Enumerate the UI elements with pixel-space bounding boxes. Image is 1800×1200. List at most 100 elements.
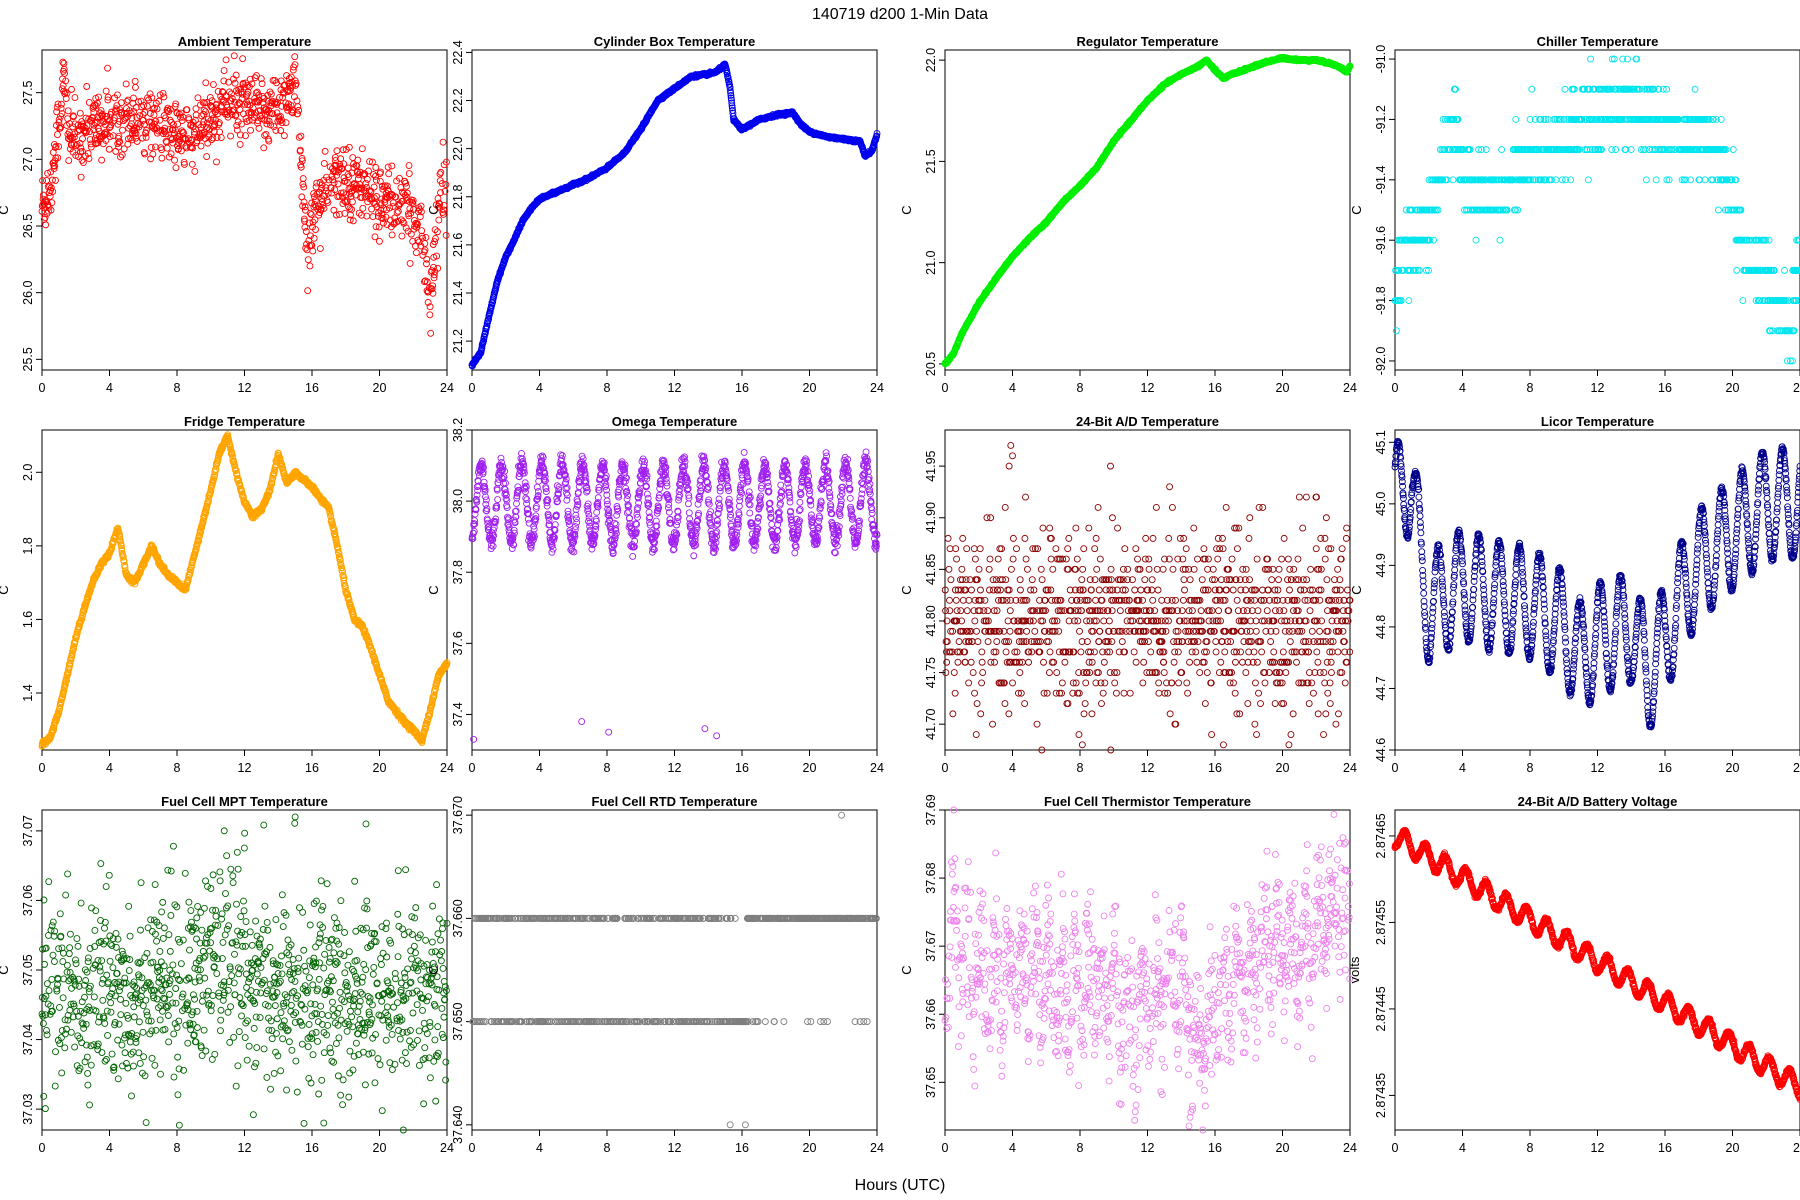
data-point	[50, 162, 58, 170]
data-point	[301, 206, 309, 214]
data-point	[304, 256, 312, 264]
chart-panel-4: Chiller Temperature04812162024-92.0-91.8…	[1349, 34, 1800, 395]
data-point	[213, 158, 220, 166]
data-point	[133, 138, 141, 145]
data-point	[150, 111, 158, 119]
data-point	[320, 204, 328, 212]
data-point	[118, 151, 126, 159]
data-point	[330, 179, 338, 187]
data-point	[143, 102, 151, 110]
data-point	[372, 164, 380, 171]
x-tick-label: 16	[1658, 381, 1672, 395]
data-point	[225, 78, 233, 86]
y-tick-label: 22.0	[451, 136, 465, 160]
data-point	[158, 154, 166, 162]
data-point	[140, 102, 148, 109]
data-point	[81, 124, 89, 132]
data-point	[79, 123, 87, 130]
data-point	[324, 198, 332, 206]
chart-title: Ambient Temperature	[178, 34, 311, 49]
data-point	[142, 126, 150, 134]
data-point	[52, 176, 59, 184]
data-point	[309, 247, 317, 255]
data-point	[152, 117, 160, 125]
data-point	[300, 198, 308, 206]
data-point	[267, 121, 274, 129]
data-point	[209, 81, 217, 88]
data-point	[282, 99, 290, 107]
data-point	[87, 143, 95, 151]
data-point	[1707, 176, 1715, 184]
data-point	[1691, 85, 1699, 93]
data-point	[49, 188, 57, 196]
y-tick-label: 27.5	[21, 80, 35, 104]
data-point	[131, 126, 139, 134]
data-point	[178, 127, 186, 135]
y-tick-label: 27.0	[21, 147, 35, 171]
data-point	[358, 194, 366, 202]
data-point	[1739, 297, 1747, 305]
data-point	[171, 126, 179, 134]
data-point	[183, 106, 191, 114]
data-point	[412, 249, 420, 257]
data-point	[280, 132, 288, 140]
data-point	[43, 176, 50, 184]
data-point	[289, 82, 296, 90]
data-point	[217, 134, 225, 142]
data-point	[296, 146, 304, 154]
data-point	[178, 117, 186, 125]
data-point	[1449, 176, 1457, 184]
data-point	[292, 80, 300, 88]
data-point	[248, 80, 256, 88]
y-tick-label: 26.0	[21, 280, 35, 304]
data-point	[131, 83, 139, 91]
y-tick-label: 21.6	[451, 233, 465, 257]
x-tick-label: 20	[1726, 381, 1740, 395]
data-point	[1392, 327, 1400, 335]
y-tick-label: 21.8	[451, 185, 465, 209]
data-point	[1612, 146, 1620, 154]
data-point	[194, 94, 202, 102]
data-point	[220, 96, 227, 104]
data-point	[258, 111, 266, 119]
data-point	[244, 82, 252, 90]
data-point	[388, 231, 396, 239]
data-point	[124, 140, 132, 148]
data-point	[165, 153, 173, 161]
data-point	[192, 111, 200, 119]
data-point	[212, 101, 220, 109]
data-point	[322, 184, 330, 192]
data-point	[102, 87, 110, 95]
data-point	[1587, 55, 1595, 63]
y-axis-label: C	[426, 205, 441, 214]
x-tick-label: 24	[440, 381, 454, 395]
data-point	[52, 142, 60, 150]
data-point	[269, 110, 277, 118]
x-tick-label: 4	[536, 381, 543, 395]
x-tick-label: 4	[1009, 381, 1016, 395]
data-point	[1528, 85, 1536, 93]
data-point	[128, 120, 135, 128]
data-point	[116, 138, 124, 146]
data-point	[208, 97, 216, 105]
data-point	[354, 156, 362, 164]
x-tick-label: 12	[238, 381, 252, 395]
data-point	[287, 73, 295, 81]
x-tick-label: 0	[469, 381, 476, 395]
data-point	[370, 183, 378, 191]
data-point	[406, 259, 414, 267]
data-point	[149, 150, 157, 158]
data-point	[297, 132, 305, 140]
data-point	[242, 132, 249, 140]
data-point	[104, 96, 112, 104]
data-point	[337, 189, 345, 197]
x-tick-label: 20	[803, 381, 817, 395]
data-point	[156, 116, 164, 124]
data-point	[282, 119, 290, 127]
data-point	[106, 133, 114, 141]
data-point	[1498, 146, 1506, 154]
data-point	[83, 122, 91, 130]
data-point	[299, 180, 307, 188]
data-point	[104, 93, 112, 101]
